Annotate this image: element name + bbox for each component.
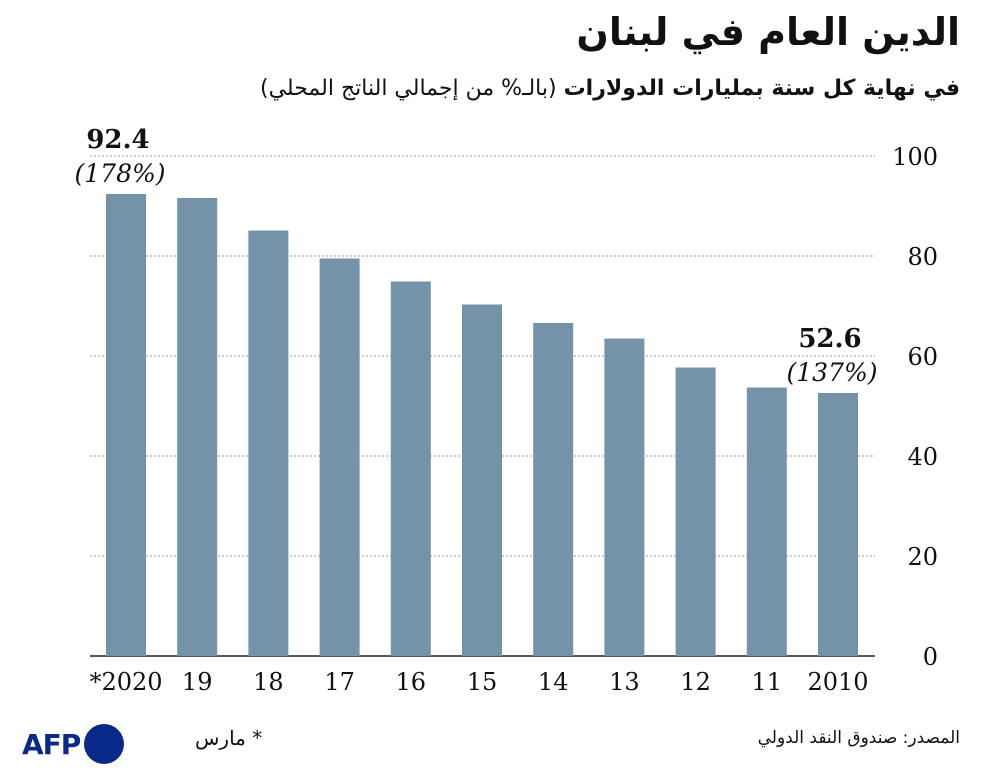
bar (390, 281, 431, 656)
data-label-value: 52.6 (798, 324, 861, 354)
x-tick-label: 17 (324, 668, 355, 696)
annotations: 92.4 (178%) 52.6 (137%) (75, 125, 878, 387)
x-tick-label: 11 (752, 668, 783, 696)
x-tick-label: 2010 (807, 668, 868, 696)
y-axis-ticks: 0 20 40 60 80 100 (892, 143, 938, 671)
x-tick-label: 15 (467, 668, 498, 696)
bar (106, 194, 146, 656)
bar (675, 367, 716, 656)
x-tick-label: 19 (182, 668, 213, 696)
x-tick-label: 12 (680, 668, 711, 696)
chart-subtitle: في نهاية كل سنة بمليارات الدولارات (بالـ… (260, 76, 960, 101)
x-tick-label: 14 (538, 668, 569, 696)
afp-logo: AFP (22, 724, 125, 764)
x-tick-label: 18 (253, 668, 284, 696)
bar (533, 323, 574, 656)
bar (177, 198, 218, 656)
bar (248, 230, 289, 656)
bar (746, 387, 787, 656)
bars (106, 194, 858, 656)
source-note: المصدر: صندوق النقد الدولي (757, 728, 960, 748)
afp-logo-text: AFP (22, 727, 81, 761)
footnote: * مارس (195, 726, 263, 750)
x-tick-label: 16 (396, 668, 427, 696)
data-label-percent: (178%) (75, 159, 166, 188)
x-tick-label: 13 (609, 668, 640, 696)
y-tick-label: 40 (907, 443, 938, 471)
y-tick-label: 20 (907, 543, 938, 571)
subtitle-unit: (بالـ% من إجمالي الناتج المحلي) (260, 76, 564, 101)
data-label-value: 92.4 (86, 125, 149, 155)
y-tick-label: 80 (907, 243, 938, 271)
bar (818, 393, 858, 656)
subtitle-main: في نهاية كل سنة بمليارات الدولارات (563, 76, 960, 101)
bar (319, 258, 360, 656)
x-tick-label: *2020 (89, 668, 162, 696)
afp-logo-dot (84, 724, 125, 764)
y-tick-label: 60 (907, 343, 938, 371)
x-axis-labels: 2010 11 12 13 14 15 16 17 18 19 *2020 (89, 668, 868, 696)
bar (604, 338, 645, 656)
y-tick-label: 0 (923, 643, 938, 671)
chart-title: الدين العام في لبنان (576, 10, 960, 54)
y-tick-label: 100 (892, 143, 938, 171)
data-label-percent: (137%) (787, 358, 878, 387)
bar (462, 304, 502, 656)
